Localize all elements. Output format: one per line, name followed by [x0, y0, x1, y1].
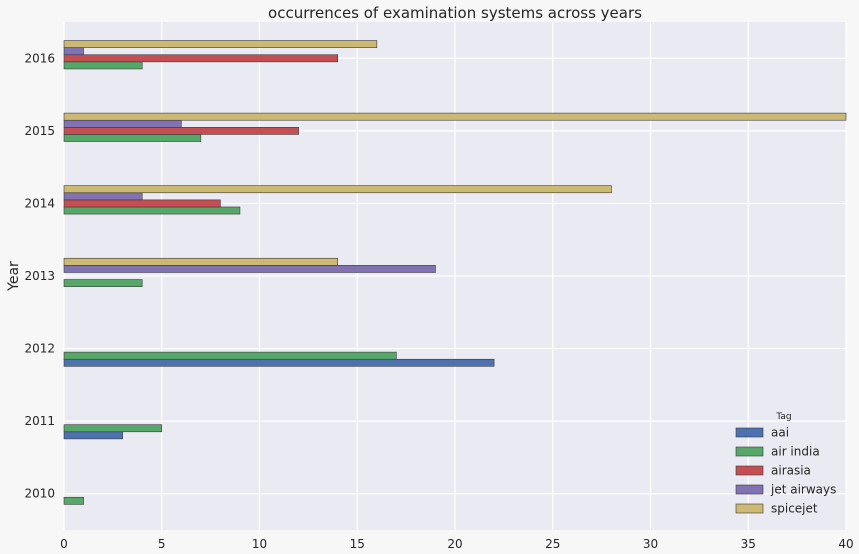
legend: Tag aai air india airasia jet airways spicej… [735, 412, 836, 516]
legend-swatch-spicejet [735, 503, 764, 514]
bar-airasia-2016 [63, 54, 339, 63]
x-tick-label: 25 [545, 537, 560, 551]
legend-swatch-air-india [735, 446, 764, 457]
legend-label-aai: aai [771, 426, 789, 440]
bar-airasia-2015 [63, 127, 299, 135]
bar-air-india-2014 [63, 206, 241, 215]
bar-spicejet-2015 [63, 112, 847, 121]
y-tick-label: 2016 [24, 51, 55, 65]
bar-air-india-2013 [63, 279, 143, 287]
bar-jet-airways-2015 [63, 119, 182, 128]
bar-aai-2011 [63, 431, 123, 440]
y-axis-label: Year [6, 261, 22, 292]
y-tick-label: 2010 [24, 487, 55, 501]
legend-label-jet-airways: jet airways [770, 483, 836, 497]
legend-swatch-jet-airways [735, 484, 764, 495]
bar-jet-airways-2016 [63, 47, 84, 56]
x-tick-label: 40 [838, 537, 853, 551]
bar-air-india-2015 [63, 134, 202, 142]
bar-air-india-2012 [63, 351, 397, 360]
bar-spicejet-2014 [63, 185, 612, 194]
x-tick-labels: 0 5 10 15 20 25 30 35 40 [60, 537, 853, 551]
x-tick-label: 0 [60, 537, 68, 551]
legend-label-air-india: air india [771, 445, 820, 459]
bar-aai-2012 [63, 358, 495, 367]
x-tick-label: 15 [350, 537, 365, 551]
x-tick-label: 35 [741, 537, 756, 551]
bars [63, 40, 847, 505]
legend-title: Tag [775, 412, 791, 422]
y-tick-label: 2013 [24, 269, 55, 283]
y-tick-label: 2014 [24, 196, 55, 210]
bar-airasia-2014 [63, 199, 221, 208]
bar-spicejet-2013 [63, 257, 339, 266]
legend-label-airasia: airasia [771, 464, 811, 478]
bar-spicejet-2016 [63, 40, 378, 48]
y-tick-label: 2015 [24, 124, 55, 138]
bar-air-india-2010 [63, 496, 84, 505]
legend-label-spicejet: spicejet [771, 502, 818, 516]
x-tick-label: 5 [158, 537, 166, 551]
legend-swatch-airasia [735, 465, 764, 476]
y-tick-label: 2011 [24, 414, 55, 428]
x-tick-label: 20 [447, 537, 462, 551]
bar-air-india-2016 [63, 61, 143, 70]
x-tick-label: 30 [643, 537, 658, 551]
y-tick-labels: 2010 2011 2012 2013 2014 2015 2016 [24, 51, 55, 500]
bar-jet-airways-2014 [63, 192, 143, 201]
x-tick-label: 10 [252, 537, 267, 551]
bar-air-india-2011 [63, 424, 163, 433]
chart-title: occurrences of examination systems acros… [268, 4, 642, 22]
bar-jet-airways-2013 [63, 265, 436, 273]
legend-swatch-aai [735, 427, 764, 438]
y-tick-label: 2012 [24, 342, 55, 356]
